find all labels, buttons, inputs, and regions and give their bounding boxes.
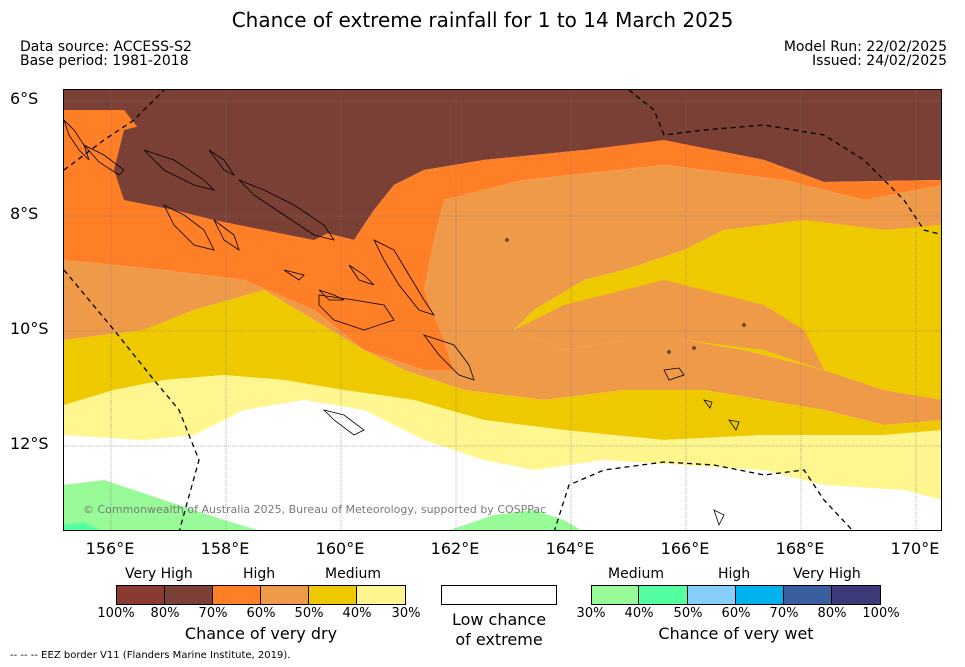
eez-footer-note: -- -- -- EEZ border V11 (Flanders Marine… bbox=[10, 650, 291, 661]
wet-swatch-60-70 bbox=[736, 586, 784, 604]
dry-tick-40: 40% bbox=[342, 606, 372, 621]
dry-tick-30: 30% bbox=[391, 606, 421, 621]
medium-wet-area bbox=[64, 522, 100, 530]
wet-tick-30: 30% bbox=[576, 606, 606, 621]
wet-swatch-80-100 bbox=[832, 586, 881, 604]
low-chance-label: Low chance of extreme bbox=[430, 610, 568, 650]
wet-tick-100: 100% bbox=[862, 606, 900, 621]
dry-tick-80: 80% bbox=[150, 606, 180, 621]
meta-left: Data source: ACCESS-S2 Base period: 1981… bbox=[20, 40, 192, 68]
graticule bbox=[64, 90, 941, 530]
lon-label-164e: 164°E bbox=[545, 539, 595, 558]
lon-label-162e: 162°E bbox=[430, 539, 480, 558]
coastlines bbox=[64, 119, 746, 527]
low-chance-line1: Low chance bbox=[451, 610, 547, 629]
lat-label-8s: 8°S bbox=[10, 204, 39, 223]
map-title: Chance of extreme rainfall for 1 to 14 M… bbox=[231, 8, 734, 32]
medium-wet-light-area bbox=[64, 480, 258, 530]
dry-swatch-40-30 bbox=[357, 586, 406, 604]
wet-group-high: High bbox=[718, 566, 751, 582]
lon-label-166e: 166°E bbox=[660, 539, 710, 558]
data-source-text: Data source: ACCESS-S2 bbox=[20, 39, 192, 55]
high-dry-dark-area bbox=[64, 110, 941, 370]
wet-swatch-50-60 bbox=[688, 586, 736, 604]
dry-tick-70: 70% bbox=[198, 606, 228, 621]
low-chance-swatch bbox=[441, 585, 557, 605]
lat-label-6s: 6°S bbox=[10, 89, 39, 108]
dry-swatch-50-40 bbox=[309, 586, 357, 604]
very-high-dry-island-patch bbox=[114, 120, 334, 240]
dry-tick-60: 60% bbox=[246, 606, 276, 621]
high-dry-central-area bbox=[514, 280, 824, 370]
wet-tick-60: 60% bbox=[721, 606, 751, 621]
map-svg bbox=[64, 90, 941, 530]
eez-borders bbox=[64, 90, 941, 530]
wet-swatch-70-80 bbox=[784, 586, 832, 604]
dry-swatch-100-80 bbox=[116, 586, 165, 604]
dry-colorbar-frame bbox=[116, 585, 406, 605]
wet-tick-40: 40% bbox=[624, 606, 654, 621]
lat-label-10s: 10°S bbox=[10, 319, 49, 338]
medium-dry-dark-area bbox=[64, 220, 941, 440]
lon-label-168e: 168°E bbox=[775, 539, 825, 558]
issued-text: Issued: 24/02/2025 bbox=[812, 53, 947, 69]
dry-legend-title: Chance of very dry bbox=[184, 624, 338, 643]
wet-tick-80: 80% bbox=[817, 606, 847, 621]
lat-label-12s: 12°S bbox=[10, 434, 49, 453]
model-run-text: Model Run: 22/02/2025 bbox=[783, 39, 947, 55]
dry-swatch-80-70 bbox=[165, 586, 213, 604]
lon-label-170e: 170°E bbox=[890, 539, 940, 558]
copyright-text: © Commonwealth of Australia 2025, Bureau… bbox=[83, 503, 547, 516]
wet-swatch-40-50 bbox=[639, 586, 688, 604]
wet-legend-title: Chance of very wet bbox=[658, 624, 814, 643]
base-period-text: Base period: 1981-2018 bbox=[20, 53, 189, 69]
wet-group-medium: Medium bbox=[608, 566, 664, 582]
dry-tick-50: 50% bbox=[294, 606, 324, 621]
meta-right: Model Run: 22/02/2025 Issued: 24/02/2025 bbox=[784, 40, 947, 68]
dry-group-high: High bbox=[243, 566, 276, 582]
rainfall-map: © Commonwealth of Australia 2025, Bureau… bbox=[63, 89, 942, 531]
medium-wet-light-area-2 bbox=[449, 510, 581, 530]
medium-dry-dark-east-area bbox=[684, 220, 941, 400]
dry-swatch-70-60 bbox=[213, 586, 261, 604]
wet-tick-70: 70% bbox=[769, 606, 799, 621]
wet-swatch-30-40 bbox=[591, 586, 639, 604]
dry-swatch-60-50 bbox=[261, 586, 309, 604]
low-chance-line2: of extreme bbox=[455, 630, 543, 649]
wet-colorbar-frame bbox=[591, 585, 881, 605]
medium-dry-area bbox=[64, 375, 941, 500]
dry-group-very-high: Very High bbox=[125, 566, 193, 582]
lon-label-160e: 160°E bbox=[315, 539, 365, 558]
dry-group-medium: Medium bbox=[325, 566, 381, 582]
lon-label-156e: 156°E bbox=[85, 539, 135, 558]
lon-label-158e: 158°E bbox=[200, 539, 250, 558]
dry-tick-100: 100% bbox=[97, 606, 135, 621]
wet-group-very-high: Very High bbox=[793, 566, 861, 582]
high-dry-area bbox=[64, 165, 941, 425]
wet-tick-50: 50% bbox=[673, 606, 703, 621]
